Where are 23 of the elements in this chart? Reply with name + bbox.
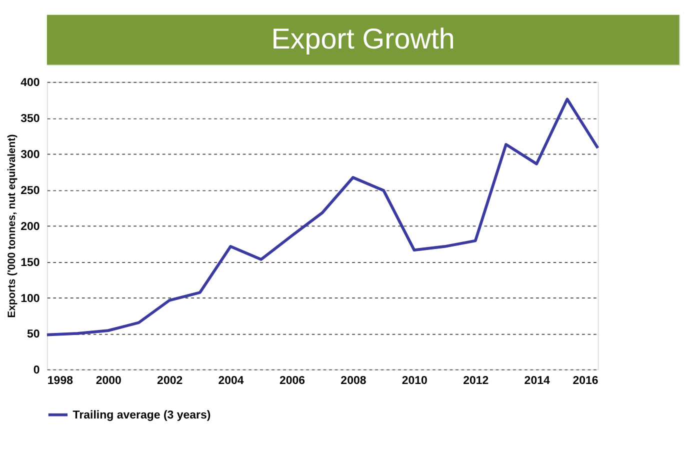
x-tick-label: 2006 — [279, 375, 306, 388]
chart-title: Export Growth — [271, 23, 455, 56]
y-tick-label: 250 — [20, 185, 40, 198]
x-tick-label: 2004 — [218, 375, 244, 388]
x-tick-label: 2008 — [340, 375, 367, 388]
x-tick-label: 2010 — [402, 375, 428, 388]
y-tick-label: 100 — [20, 292, 40, 305]
line-series — [46, 98, 600, 336]
x-tick-label: 2014 — [524, 375, 550, 388]
x-tick-label: 2016 — [572, 375, 598, 388]
x-tick-label: 2012 — [463, 375, 489, 388]
y-tick-label: 50 — [26, 328, 40, 341]
legend-label: Trailing average (3 years) — [72, 410, 211, 422]
y-tick-label: 0 — [33, 364, 40, 377]
y-tick-label: 300 — [20, 149, 40, 162]
y-tick-label: 150 — [20, 256, 40, 269]
y-tick-label: 350 — [20, 113, 40, 126]
x-tick-label: 1998 — [47, 375, 74, 388]
x-tick-label: 2000 — [96, 375, 122, 388]
y-tick-label: 400 — [20, 77, 40, 90]
x-tick-label: 2002 — [157, 375, 183, 388]
y-axis-title: Exports ('000 tonnes, nut equivalent) — [6, 134, 18, 318]
y-tick-label: 200 — [20, 220, 40, 233]
